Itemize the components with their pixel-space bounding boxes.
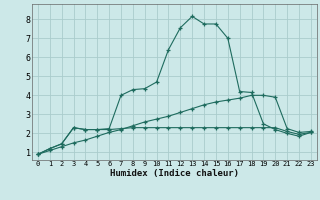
X-axis label: Humidex (Indice chaleur): Humidex (Indice chaleur) xyxy=(110,169,239,178)
